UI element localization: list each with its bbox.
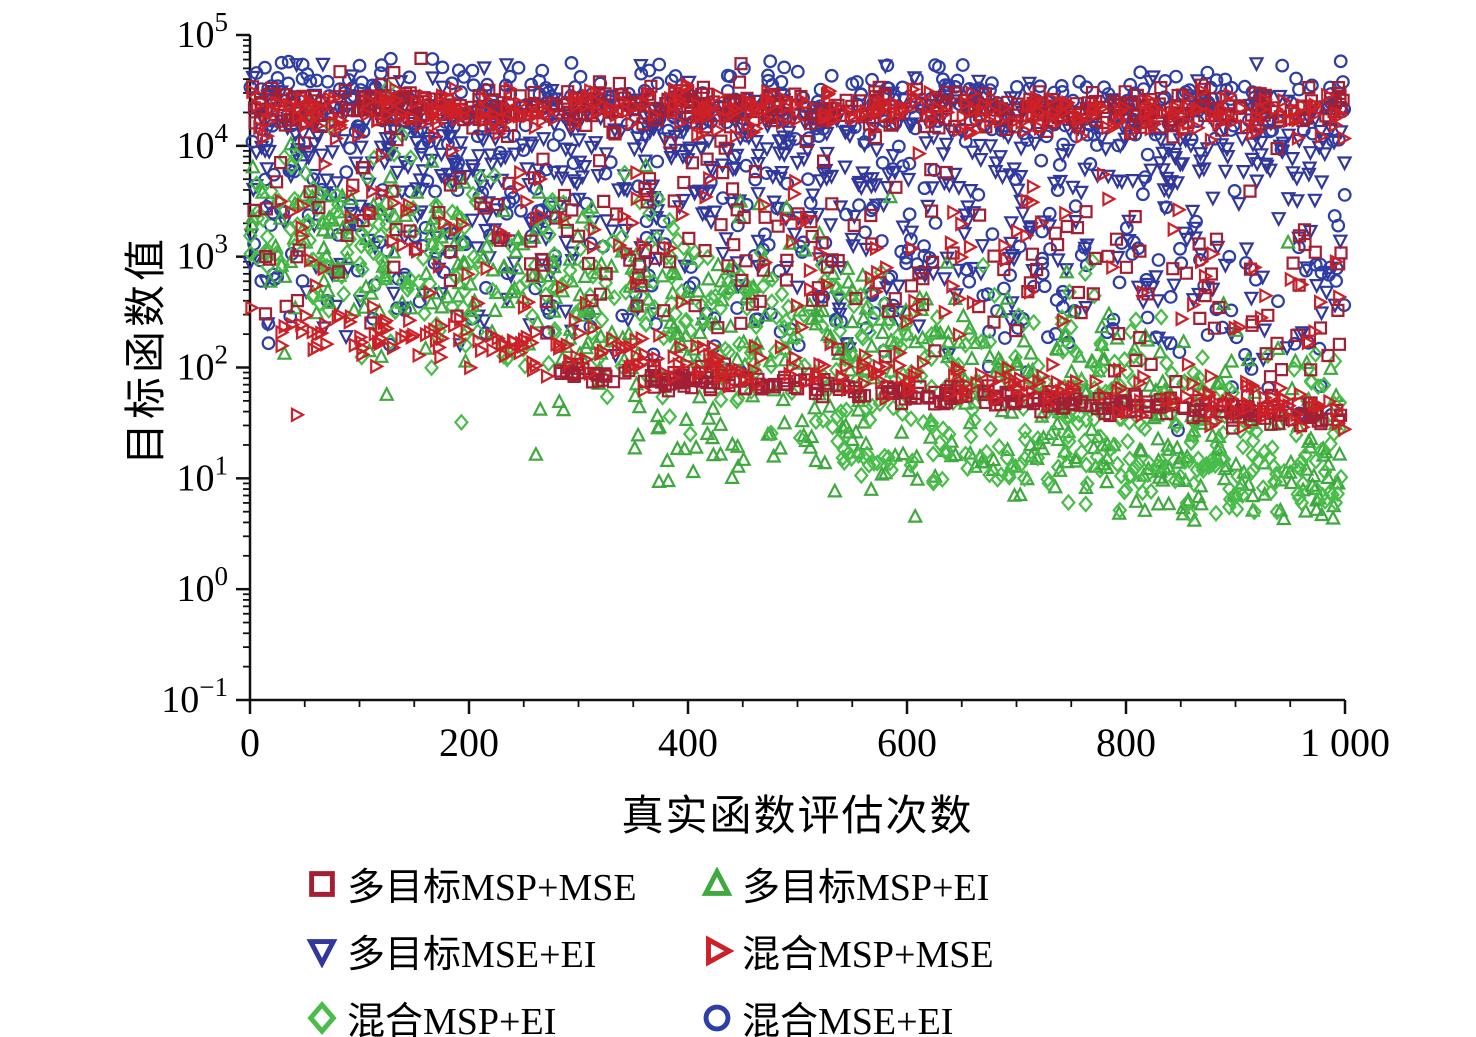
legend-item: 混合MSP+MSE [700, 923, 1140, 978]
y-tick-label: 103 [177, 229, 229, 278]
series-circle [243, 51, 1352, 438]
x-tick-label: 200 [439, 720, 499, 765]
x-tick-label: 800 [1096, 720, 1156, 765]
y-tick-label: 102 [177, 340, 229, 389]
y-axis-title: 目标函数值 [124, 234, 171, 466]
x-tick-label: 600 [877, 720, 937, 765]
circle-legend-icon [703, 1004, 731, 1031]
y-tick-label: 100 [177, 561, 229, 610]
legend-label: 混合MSE+EI [742, 1001, 954, 1037]
triangle-right-legend-icon [706, 935, 734, 966]
y-tick-label: 105 [177, 7, 229, 56]
legend-item: 混合MSE+EI [700, 990, 1140, 1037]
legend-item: 多目标MSE+EI [305, 923, 700, 978]
legend-label: 混合MSP+MSE [742, 934, 994, 976]
x-tick-label: 0 [240, 720, 260, 765]
y-tick-label: 101 [177, 450, 229, 499]
series-triangle-right [245, 76, 1353, 438]
legend-label: 多目标MSE+EI [347, 934, 597, 976]
legend-item: 混合MSP+EI [305, 990, 700, 1037]
x-axis-title: 真实函数评估次数 [621, 794, 974, 840]
legend-item: 多目标MSP+EI [700, 856, 1140, 911]
x-tick-label: 1 000 [1300, 720, 1390, 765]
legend-label: 多目标MSP+EI [742, 867, 990, 909]
legend-label: 多目标MSP+MSE [347, 867, 637, 909]
legend-item: 多目标MSP+MSE [305, 856, 700, 911]
diamond-legend-icon [307, 1000, 337, 1035]
legend-label: 混合MSP+EI [347, 1001, 557, 1037]
y-tick-label: 10−1 [161, 672, 228, 721]
square-legend-icon [309, 870, 335, 897]
triangle-down-legend-icon [306, 938, 338, 968]
triangle-up-legend-icon [701, 866, 733, 896]
legend: 多目标MSP+MSE 多目标MSP+EI 多目标MSE+EI 混合MSP+MSE 混合M… [305, 856, 1140, 1037]
y-tick-label: 104 [177, 118, 229, 167]
x-tick-label: 400 [658, 720, 718, 765]
